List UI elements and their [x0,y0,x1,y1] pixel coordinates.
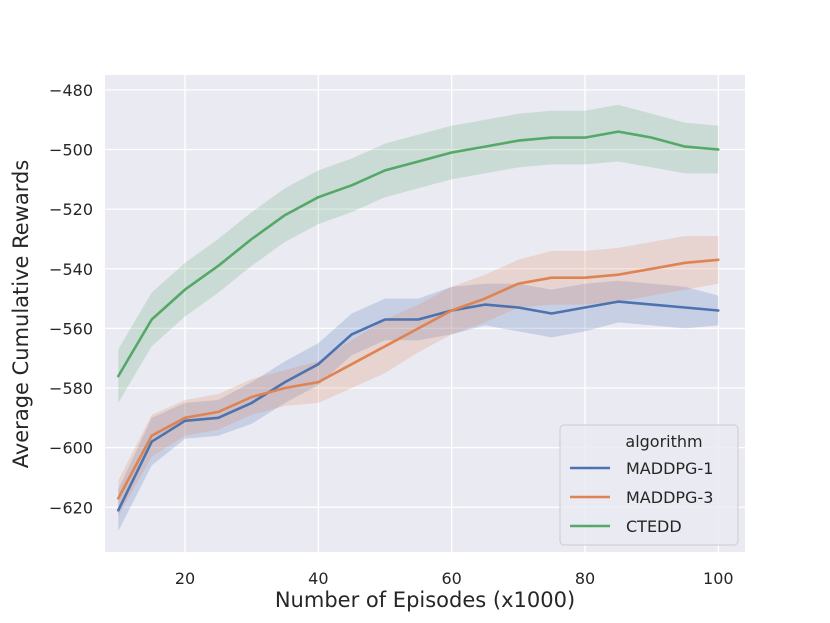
x-tick-label: 20 [175,569,195,588]
x-tick-label: 80 [575,569,595,588]
line-ctedd [117,130,720,378]
grid [105,75,745,552]
legend-label-maddpg-3: MADDPG-3 [626,488,713,507]
y-tick-label: −500 [49,141,93,160]
x-axis-label: Number of Episodes (x1000) [275,588,575,612]
x-tick-label: 60 [441,569,461,588]
y-tick-label: −520 [49,200,93,219]
y-tick-label: −600 [49,439,93,458]
legend-box [559,424,739,546]
y-tick-label: −580 [49,379,93,398]
series-lines [117,130,720,512]
y-tick-label: −540 [49,260,93,279]
x-tick-label: 40 [308,569,328,588]
band-ctedd [118,104,719,403]
legend-label-maddpg-1: MADDPG-1 [626,459,713,478]
tick-labels: 20 40 60 80 100 −620 −600 −580 −560 −540 −520 −500 −… [49,81,734,588]
line-maddpg-3 [117,258,720,500]
y-axis-label: Average Cumulative Rewards [9,160,33,469]
legend: algorithm MADDPG-1 MADDPG-3 CTEDD [559,424,739,546]
band-maddpg-3 [118,236,719,517]
legend-title: algorithm [625,432,702,451]
y-tick-label: −560 [49,319,93,338]
legend-label-ctedd: CTEDD [626,517,682,536]
line-maddpg-1 [117,300,720,512]
x-tick-label: 100 [703,569,734,588]
y-tick-label: −480 [49,81,93,100]
y-tick-label: −620 [49,498,93,517]
